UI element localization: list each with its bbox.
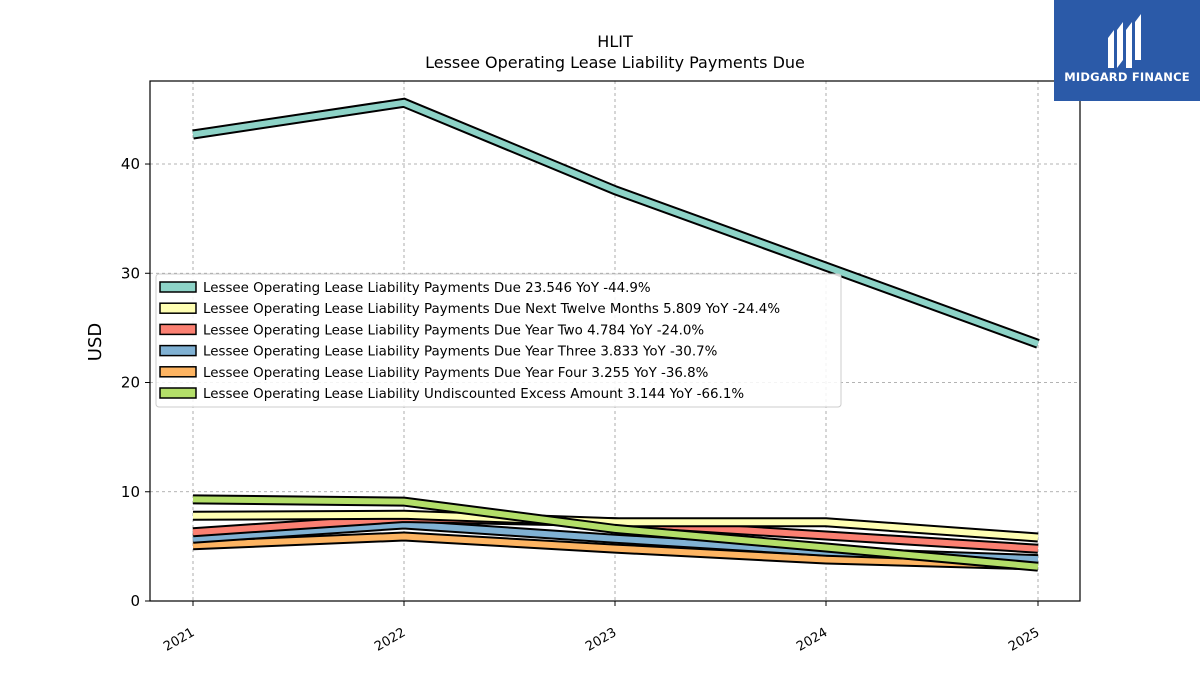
legend-label: Lessee Operating Lease Liability Payment…	[203, 281, 651, 296]
series-line	[192, 496, 1039, 570]
legend-label: Lessee Operating Lease Liability Payment…	[203, 345, 717, 360]
legend-swatch	[159, 344, 197, 357]
series-layer	[192, 97, 1040, 572]
y-tick-label: 40	[121, 155, 140, 173]
brand-logo: MIDGARD FINANCE	[1054, 0, 1200, 101]
midgard-logo-icon	[1108, 14, 1141, 68]
x-tick-label: 2022	[372, 625, 408, 655]
y-axis-label: USD	[85, 323, 106, 361]
legend-swatch	[159, 281, 197, 293]
brand-name: MIDGARD FINANCE	[1064, 70, 1190, 84]
legend-swatch	[159, 387, 197, 399]
y-tick-label: 20	[121, 374, 140, 392]
y-tick-label: 10	[121, 483, 140, 501]
y-tick-label: 30	[121, 264, 140, 282]
legend-label: Lessee Operating Lease Liability Payment…	[203, 323, 704, 338]
legend-swatch	[159, 302, 197, 314]
x-tick-label: 2024	[794, 625, 830, 655]
legend-box	[155, 273, 842, 408]
y-axis: 0 10 20 30 40	[121, 155, 150, 610]
series-line	[192, 99, 1040, 347]
legend-label: Lessee Operating Lease Liability Undisco…	[203, 387, 744, 402]
x-tick-label: 2023	[583, 625, 619, 655]
x-axis: 2021 2022 2023 2024 2025	[161, 601, 1042, 655]
legend-swatch	[159, 323, 197, 336]
x-tick-label: 2025	[1006, 625, 1042, 655]
chart-subtitle: Lessee Operating Lease Liability Payment…	[425, 53, 805, 72]
series-line	[192, 511, 1039, 541]
legend-label: Lessee Operating Lease Liability Payment…	[203, 366, 708, 381]
y-tick-label: 0	[130, 592, 140, 610]
series-line	[192, 533, 1039, 569]
chart-title: HLIT	[597, 32, 633, 51]
x-tick-label: 2021	[161, 625, 197, 655]
legend-swatch	[159, 366, 197, 378]
legend-label: Lessee Operating Lease Liability Payment…	[203, 302, 780, 317]
legend: Lessee Operating Lease Liability Payment…	[155, 273, 842, 408]
